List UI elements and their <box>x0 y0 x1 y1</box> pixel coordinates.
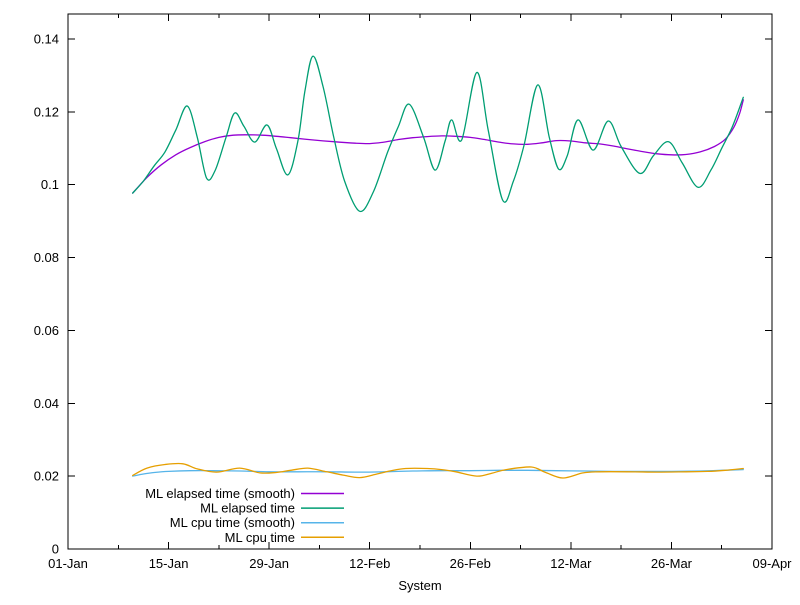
series-line-0 <box>132 99 744 194</box>
x-axis-title: System <box>398 578 441 593</box>
y-tick-label: 0 <box>52 542 59 557</box>
y-tick-label: 0.08 <box>34 250 59 265</box>
x-tick-label: 12-Mar <box>550 556 592 571</box>
legend-label: ML elapsed time (smooth) <box>145 486 295 501</box>
y-tick-label: 0.06 <box>34 323 59 338</box>
data-series <box>132 55 744 479</box>
legend-label: ML elapsed time <box>200 501 295 516</box>
series-line-3 <box>132 462 744 479</box>
y-tick-label: 0.1 <box>41 177 59 192</box>
x-tick-label: 26-Feb <box>450 556 491 571</box>
y-tick-label: 0.14 <box>34 32 59 47</box>
axis-ticks <box>67 14 773 550</box>
legend: ML elapsed time (smooth)ML elapsed timeM… <box>145 486 344 545</box>
legend-label: ML cpu time <box>225 530 295 545</box>
x-tick-label: 26-Mar <box>651 556 693 571</box>
y-tick-label: 0.12 <box>34 104 59 119</box>
y-tick-label: 0.02 <box>34 469 59 484</box>
y-tick-label: 0.04 <box>34 396 59 411</box>
legend-label: ML cpu time (smooth) <box>170 515 295 530</box>
x-tick-label: 12-Feb <box>349 556 390 571</box>
series-line-1 <box>132 55 744 213</box>
x-tick-label: 15-Jan <box>149 556 189 571</box>
x-tick-label: 09-Apr <box>752 556 792 571</box>
x-tick-label: 01-Jan <box>48 556 88 571</box>
x-tick-label: 29-Jan <box>249 556 289 571</box>
axis-tick-labels: 0 0.02 0.04 0.06 0.08 0.1 0.12 0.14 01-Jan 15-Jan… <box>34 32 792 572</box>
